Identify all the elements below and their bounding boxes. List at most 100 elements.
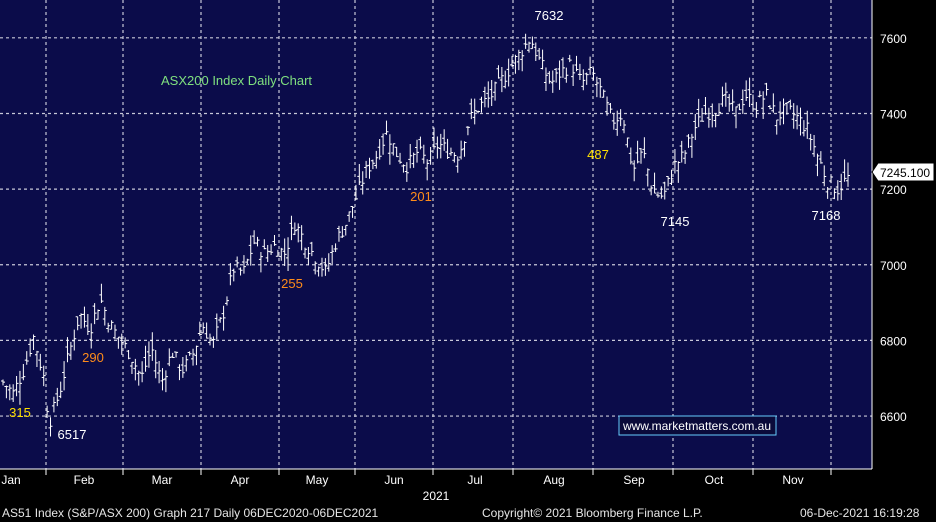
ohlc-bar [106,322,111,333]
ohlc-bar [805,110,810,139]
ohlc-bar [720,86,725,107]
ohlc-bar [82,306,87,328]
y-tick-label: 6600 [880,410,907,424]
ohlc-bar [560,57,565,78]
ohlc-bar [689,133,694,158]
ohlc-bar [581,69,586,91]
ohlc-bar [472,98,477,125]
y-tick-label: 7200 [880,183,907,197]
ohlc-bar [530,36,535,50]
ohlc-bar [313,261,318,275]
ohlc-bar [465,126,470,136]
ohlc-bar [41,365,46,387]
ohlc-bar [744,80,749,101]
ohlc-bar [479,96,484,113]
footer-security-info: AS51 Index (S&P/ASX 200) Graph 217 Daily… [2,506,379,520]
ohlc-bar [411,152,416,168]
ohlc-bar [757,90,762,98]
ohlc-bar [316,266,321,277]
ohlc-bar [160,368,165,391]
ohlc-bar [384,120,389,135]
ohlc-bar [469,98,474,120]
x-tick-label: Apr [231,473,250,487]
ohlc-bar [767,105,772,110]
ohlc-bar [683,150,688,164]
ohlc-bar [197,321,202,336]
ohlc-bar [645,168,650,187]
ohlc-bar [686,134,691,148]
ohlc-bar [269,244,274,256]
ohlc-bar [24,351,29,365]
ohlc-bar [126,349,131,360]
ohlc-bar [666,175,671,187]
ohlc-bar [774,119,779,135]
ohlc-bar [65,337,70,363]
ohlc-bar [140,361,145,383]
ohlc-bar [102,306,107,326]
ohlc-bar [11,384,16,403]
ohlc-bar [398,152,403,164]
ohlc-bar [92,303,97,325]
ohlc-bar [605,96,610,116]
ohlc-bar [255,236,260,247]
ohlc-bar [180,357,185,378]
ohlc-bar [452,152,457,163]
ohlc-bar [224,296,229,306]
ohlc-bar [208,333,213,346]
ohlc-bar [829,175,834,184]
ohlc-bar [781,98,786,125]
ohlc-bar [333,243,338,252]
watermark-box [618,415,777,436]
ohlc-bar [527,41,532,53]
last-price-label: 7245.100 [880,166,930,180]
ohlc-bar [489,80,494,107]
last-price-box [871,162,935,182]
ohlc-bar [58,381,63,399]
ohlc-bar [703,96,708,115]
ohlc-bar [513,54,518,74]
ohlc-bar [659,186,664,199]
ohlc-bar [540,49,545,70]
x-tick-label: Jun [384,473,403,487]
ohlc-bar [289,215,294,241]
ohlc-bar [68,341,73,360]
ohlc-bar [408,144,413,169]
ohlc-bar [364,160,369,179]
ohlc-bar [516,49,521,71]
ohlc-bar [381,133,386,155]
x-tick-label: Aug [543,473,564,487]
ohlc-bar [31,334,36,350]
ohlc-bar [554,68,559,83]
x-tick-label: Sep [623,473,645,487]
ohlc-bar [598,78,603,98]
ohlc-bar [299,225,304,251]
ohlc-bar [353,184,358,200]
ohlc-bar [608,103,613,114]
ohlc-bar [543,67,548,91]
ohlc-bar [350,205,355,218]
ohlc-bar [184,355,189,372]
ohlc-bar [445,138,450,159]
ohlc-bar [622,120,627,134]
ohlc-bar [754,101,759,118]
ohlc-bar [231,268,236,282]
ohlc-bar [493,81,498,101]
ohlc-bar [421,144,426,164]
ohlc-bar [717,103,722,116]
ohlc-bar [601,89,606,98]
ohlc-bar [336,225,341,242]
ohlc-bar [415,139,420,163]
ohlc-bar [258,251,263,273]
ohlc-bar [330,245,335,265]
ohlc-bar [367,157,372,179]
ohlc-bar [129,361,134,374]
ohlc-bar [286,237,291,271]
ohlc-bar [577,63,582,81]
ohlc-bar [594,76,599,98]
ohlc-bar [96,309,101,320]
ohlc-bar [177,364,182,381]
ohlc-bar [734,106,739,129]
ohlc-bar [109,320,114,330]
ohlc-bar [564,67,569,83]
ohlc-bar [628,147,633,165]
